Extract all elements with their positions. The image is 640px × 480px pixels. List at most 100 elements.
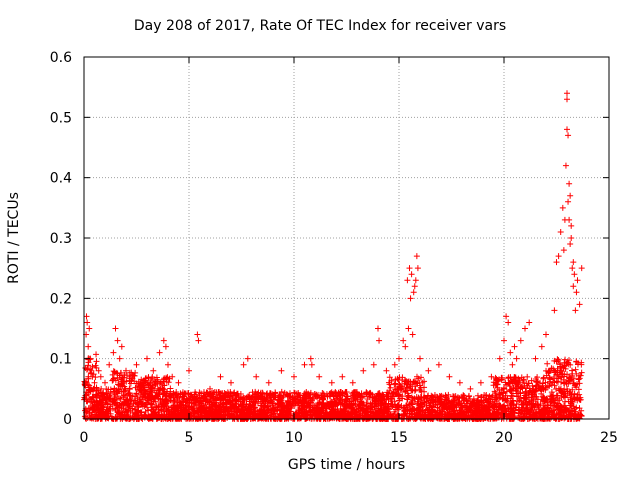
- y-tick-label: 0: [63, 412, 72, 428]
- data-point: [186, 367, 192, 374]
- data-point: [567, 192, 574, 199]
- data-point: [404, 277, 411, 284]
- y-tick-label: 0.5: [50, 110, 72, 126]
- data-point: [566, 180, 573, 187]
- data-point: [555, 253, 562, 260]
- data-point: [370, 361, 377, 368]
- data-point: [573, 289, 580, 296]
- data-point: [501, 337, 507, 344]
- data-point: [244, 355, 251, 362]
- data-point: [228, 379, 234, 386]
- y-tick-label: 0.2: [50, 291, 72, 307]
- data-point: [496, 355, 503, 362]
- data-point: [559, 204, 566, 211]
- data-point: [557, 228, 564, 235]
- data-point: [291, 373, 297, 380]
- data-point: [265, 379, 272, 386]
- data-point: [488, 373, 495, 380]
- x-tick-label: 25: [600, 430, 618, 446]
- data-point: [89, 373, 96, 380]
- data-point: [360, 367, 367, 374]
- data-point: [82, 379, 89, 386]
- data-point: [564, 96, 570, 103]
- data-point: [118, 343, 125, 350]
- data-point: [543, 331, 549, 338]
- data-point: [570, 283, 577, 290]
- data-point: [513, 355, 520, 362]
- data-point: [95, 367, 102, 374]
- data-point: [127, 373, 134, 380]
- data-point: [106, 361, 113, 368]
- data-point: [402, 343, 409, 350]
- data-point: [568, 222, 575, 229]
- data-point: [414, 265, 421, 272]
- data-point: [425, 367, 432, 374]
- data-point: [133, 361, 140, 368]
- data-point: [165, 361, 171, 368]
- y-tick-label: 0.4: [50, 171, 72, 187]
- y-tick-label: 0.1: [50, 352, 72, 368]
- data-points: [82, 90, 585, 392]
- data-point: [477, 379, 484, 386]
- data-point: [328, 379, 335, 386]
- data-point: [572, 307, 579, 314]
- data-point: [383, 367, 390, 374]
- data-point: [308, 361, 315, 368]
- data-point: [565, 132, 572, 139]
- data-point: [570, 259, 577, 266]
- data-point: [84, 319, 91, 326]
- data-point: [278, 367, 285, 374]
- x-tick-label: 5: [185, 430, 194, 446]
- data-point: [413, 253, 420, 260]
- data-point: [240, 361, 247, 368]
- y-tick-label: 0.6: [50, 50, 72, 66]
- data-point: [162, 343, 169, 350]
- data-points-dense: [81, 351, 585, 422]
- data-point: [564, 126, 570, 133]
- data-point: [568, 235, 575, 241]
- data-point: [102, 379, 108, 386]
- data-point: [316, 373, 323, 380]
- data-point: [566, 216, 573, 223]
- data-point: [411, 283, 418, 290]
- data-point: [538, 343, 545, 350]
- data-point: [375, 325, 381, 332]
- data-point: [574, 277, 581, 284]
- data-point: [85, 343, 92, 350]
- data-point: [547, 367, 554, 374]
- x-tick-label: 0: [80, 430, 89, 446]
- data-point: [150, 367, 157, 374]
- axis-ticks: 0 5 10 15 20 25 0 0.1 0.2 0.3 0.4 0.5 0.6: [50, 50, 618, 446]
- data-point: [511, 343, 518, 350]
- data-point: [410, 289, 417, 296]
- data-point: [116, 355, 123, 362]
- data-point: [112, 325, 119, 332]
- data-point: [175, 379, 182, 386]
- data-point: [114, 337, 121, 344]
- data-point: [207, 385, 213, 392]
- data-point: [509, 361, 516, 368]
- data-point: [253, 373, 260, 380]
- data-point: [391, 361, 398, 368]
- chart-title: Day 208 of 2017, Rate Of TEC Index for r…: [133, 18, 507, 34]
- data-point: [412, 277, 419, 284]
- data-point: [435, 361, 442, 368]
- data-point: [562, 162, 569, 169]
- data-point: [407, 295, 414, 302]
- x-axis-label: GPS time / hours: [287, 457, 406, 473]
- data-point-cloud: [81, 351, 585, 422]
- y-tick-label: 0.3: [50, 231, 72, 247]
- data-point: [97, 373, 104, 380]
- data-point: [194, 331, 201, 338]
- data-point: [396, 355, 402, 362]
- data-point: [417, 355, 423, 362]
- data-point: [522, 325, 528, 332]
- data-point: [169, 373, 176, 380]
- data-point: [456, 379, 463, 386]
- data-point: [376, 337, 383, 344]
- data-point: [301, 361, 308, 368]
- data-point: [567, 241, 574, 248]
- data-point: [339, 373, 346, 380]
- data-point: [505, 319, 512, 326]
